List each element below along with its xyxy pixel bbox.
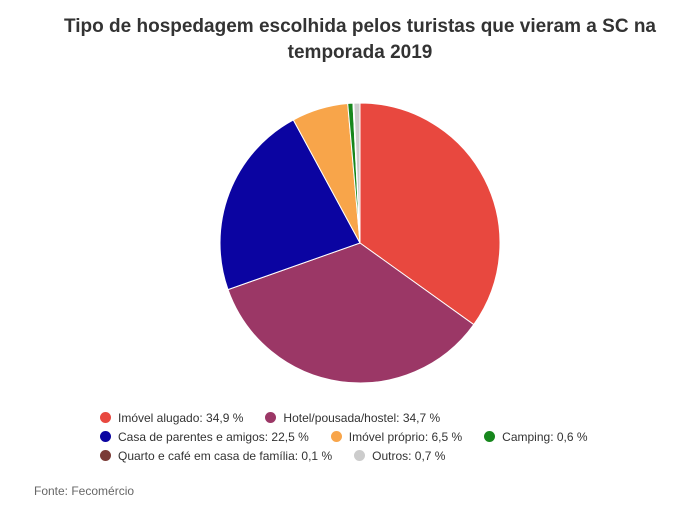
legend-item[interactable]: Hotel/pousada/hostel: 34,7 % — [265, 411, 440, 425]
legend-swatch — [100, 450, 111, 461]
chart-title: Tipo de hospedagem escolhida pelos turis… — [40, 14, 680, 66]
legend-item[interactable]: Casa de parentes e amigos: 22,5 % — [100, 430, 309, 444]
legend-label: Imóvel próprio: 6,5 % — [348, 429, 463, 444]
pie-slice-1[interactable] — [359, 102, 501, 326]
legend-item[interactable]: Outros: 0,7 % — [354, 449, 445, 463]
legend-swatch — [330, 431, 342, 442]
legend-row-3: Quarto e café em casa de família: 0,1 % O… — [100, 446, 660, 465]
legend-label: Outros: 0,7 % — [372, 448, 446, 463]
legend-swatch — [354, 450, 366, 461]
pie-chart — [219, 102, 501, 384]
pie-slice-3[interactable] — [219, 119, 361, 291]
chart-legend: Imóvel alugado: 34,9 % Hotel/pousada/host… — [100, 408, 660, 465]
chart-title-line-1: Tipo de hospedagem escolhida pelos turis… — [64, 16, 656, 37]
pie-slice-7[interactable] — [353, 102, 361, 244]
legend-swatch — [100, 431, 111, 442]
pie-chart-svg — [219, 102, 501, 384]
legend-row-2: Casa de parentes e amigos: 22,5 % Imóvel … — [100, 427, 660, 446]
chart-title-line-2: temporada 2019 — [287, 42, 433, 63]
legend-label: Camping: 0,6 % — [502, 429, 588, 444]
legend-swatch — [265, 412, 277, 423]
legend-item[interactable]: Quarto e café em casa de família: 0,1 % — [100, 449, 332, 463]
legend-item[interactable]: Imóvel alugado: 34,9 % — [100, 411, 243, 425]
legend-label: Casa de parentes e amigos: 22,5 % — [118, 429, 309, 444]
legend-label: Imóvel alugado: 34,9 % — [118, 410, 244, 425]
source-note: Fonte: Fecomércio — [34, 484, 135, 498]
legend-item[interactable]: Imóvel próprio: 6,5 % — [330, 429, 463, 444]
legend-label: Quarto e café em casa de família: 0,1 % — [118, 448, 333, 463]
legend-swatch — [484, 431, 496, 442]
pie-slice-2[interactable] — [227, 242, 475, 384]
legend-swatch — [100, 412, 111, 423]
legend-row-1: Imóvel alugado: 34,9 % Hotel/pousada/host… — [100, 408, 660, 427]
legend-item[interactable]: Camping: 0,6 % — [484, 429, 588, 444]
legend-label: Hotel/pousada/hostel: 34,7 % — [283, 410, 441, 425]
